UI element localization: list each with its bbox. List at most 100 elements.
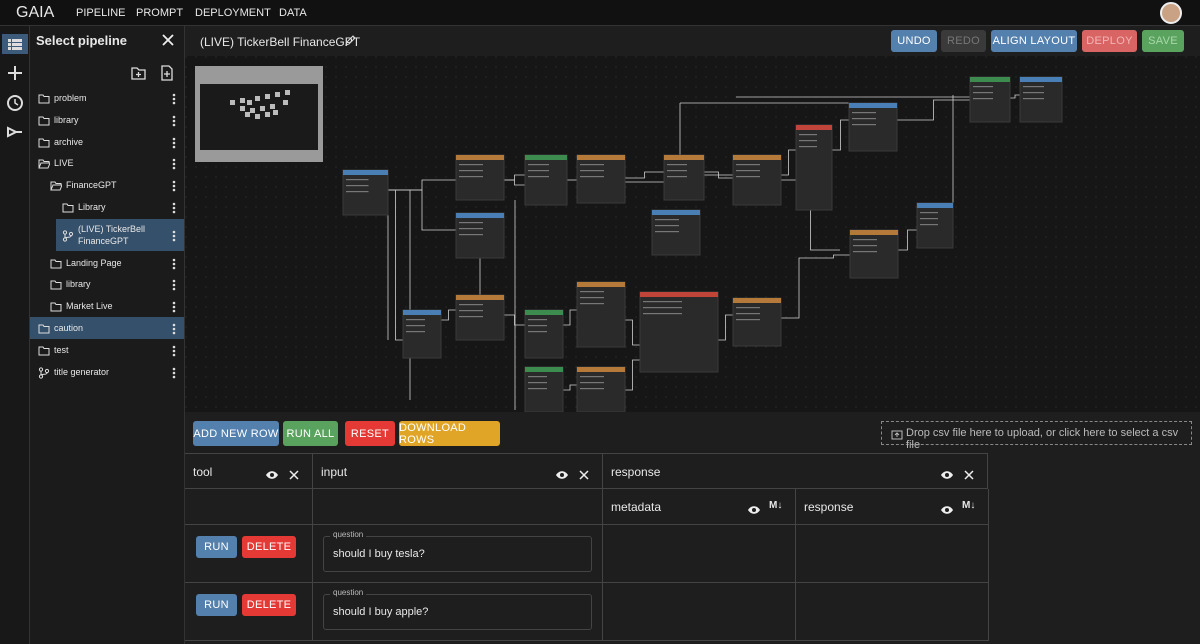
nav-item[interactable]: DEPLOYMENT	[195, 7, 271, 19]
toolbar-button[interactable]: ADD NEW ROW	[193, 421, 279, 446]
kebab-menu[interactable]	[172, 344, 176, 357]
graph-node	[732, 297, 782, 347]
tool-cell: RUN DELETE	[185, 525, 313, 583]
tree-label[interactable]: test	[54, 345, 69, 355]
graph-node-header	[652, 210, 700, 215]
visibility-icon[interactable]	[747, 502, 761, 520]
tree-label[interactable]: title generator	[54, 367, 110, 377]
tree-label[interactable]: Library	[78, 202, 106, 212]
graph-edge	[832, 119, 849, 151]
graph-node	[576, 366, 626, 412]
graph-node-header	[733, 155, 781, 160]
tree-label[interactable]: caution	[54, 323, 84, 333]
tree-label[interactable]: Landing Page	[66, 258, 122, 268]
tree-label[interactable]: problem	[54, 93, 87, 103]
tree-label[interactable]: archive	[54, 137, 84, 147]
input-cell: should I buy tesla? question	[313, 525, 603, 583]
tree-label[interactable]: (LIVE) TickerBell FinanceGPT	[78, 224, 146, 246]
tree-label[interactable]: library	[66, 279, 91, 289]
graph-node-line	[667, 176, 687, 178]
graph-node-header	[456, 155, 504, 160]
editor-button[interactable]: UNDO	[891, 30, 937, 52]
avatar[interactable]	[1160, 2, 1182, 24]
minimap-node	[245, 112, 250, 117]
graph-node-line	[528, 176, 549, 178]
toolbar-button[interactable]: DOWNLOAD ROWS	[399, 421, 500, 446]
graph-canvas[interactable]	[185, 56, 1200, 412]
graph-node	[916, 202, 954, 249]
tree-icon	[62, 229, 74, 242]
graph-edge	[781, 257, 817, 319]
editor-button[interactable]: DEPLOY	[1082, 30, 1137, 52]
kebab-menu[interactable]	[172, 257, 176, 270]
graph-node-line	[580, 297, 604, 299]
text-field[interactable]: should I buy tesla?	[323, 536, 592, 572]
markdown-icon[interactable]: M↓	[962, 500, 976, 511]
graph-node-line	[667, 164, 687, 166]
rail-icons[interactable]	[0, 32, 30, 152]
toolbar-button[interactable]: RUN ALL	[283, 421, 338, 446]
remove-icon[interactable]	[579, 467, 589, 485]
remove-icon[interactable]	[289, 467, 299, 485]
graph-node-line	[643, 313, 682, 315]
edit-icon[interactable]	[344, 35, 356, 47]
tree-label[interactable]: FinanceGPT	[66, 180, 117, 190]
kebab-menu[interactable]	[172, 157, 176, 170]
kebab-menu[interactable]	[172, 92, 176, 105]
kebab-menu[interactable]	[172, 366, 176, 379]
graph-node-line	[580, 303, 604, 305]
nav-item[interactable]: DATA	[279, 7, 307, 19]
kebab-menu[interactable]	[172, 322, 176, 335]
kebab-menu[interactable]	[172, 300, 176, 313]
tree-label[interactable]: library	[54, 115, 79, 125]
remove-icon[interactable]	[964, 467, 974, 485]
row-button[interactable]: RUN	[196, 594, 237, 616]
tree-icon	[50, 278, 62, 290]
row-button[interactable]: RUN	[196, 536, 237, 558]
nav-item[interactable]: PIPELINE	[76, 7, 126, 19]
graph-edge	[817, 254, 850, 259]
row-button[interactable]: DELETE	[242, 536, 296, 558]
subheader-cell	[185, 489, 313, 525]
kebab-menu[interactable]	[172, 136, 176, 149]
graph-edge	[441, 309, 456, 321]
kebab-menu[interactable]	[172, 114, 176, 127]
graph-node-line	[655, 231, 679, 233]
graph-node-header	[796, 125, 832, 130]
upload-icon	[891, 428, 903, 440]
editor-button[interactable]: REDO	[941, 30, 986, 52]
kebab-menu[interactable]	[172, 229, 176, 242]
toolbar-button[interactable]: RESET	[345, 421, 395, 446]
nav-item[interactable]: PROMPT	[136, 7, 184, 19]
visibility-icon[interactable]	[940, 467, 954, 485]
brand[interactable]: GAIA	[16, 4, 55, 21]
text-field[interactable]: should I buy apple?	[323, 594, 592, 630]
tree-icon	[50, 257, 62, 269]
tree-label[interactable]: LIVE	[54, 158, 74, 168]
dropzone[interactable]: Drop csv file here to upload, or click h…	[881, 421, 1192, 451]
graph-node-line	[528, 164, 549, 166]
close-icon[interactable]	[160, 32, 176, 48]
editor-button[interactable]: SAVE	[1142, 30, 1184, 52]
minimap-node	[285, 90, 290, 95]
editor-button[interactable]: ALIGN LAYOUT	[991, 30, 1077, 52]
markdown-icon[interactable]: M↓	[769, 500, 783, 511]
row-button[interactable]: DELETE	[242, 594, 296, 616]
graph-node-line	[580, 376, 604, 378]
graph-node-line	[853, 245, 877, 247]
kebab-menu[interactable]	[172, 278, 176, 291]
visibility-icon[interactable]	[940, 502, 954, 520]
graph-edge	[504, 174, 525, 181]
visibility-icon[interactable]	[265, 467, 279, 485]
new-icons[interactable]	[130, 64, 178, 82]
kebab-menu[interactable]	[172, 179, 176, 192]
pipeline-title: (LIVE) TickerBell FinanceGPT	[200, 35, 361, 49]
visibility-icon[interactable]	[555, 467, 569, 485]
graph-node-line	[580, 164, 604, 166]
tree-label[interactable]: Market Live	[66, 301, 113, 311]
field-value: should I buy tesla?	[333, 548, 425, 560]
minimap-node	[250, 108, 255, 113]
column-title: tool	[193, 465, 213, 479]
graph-node-line	[920, 212, 938, 214]
kebab-menu[interactable]	[172, 201, 176, 214]
